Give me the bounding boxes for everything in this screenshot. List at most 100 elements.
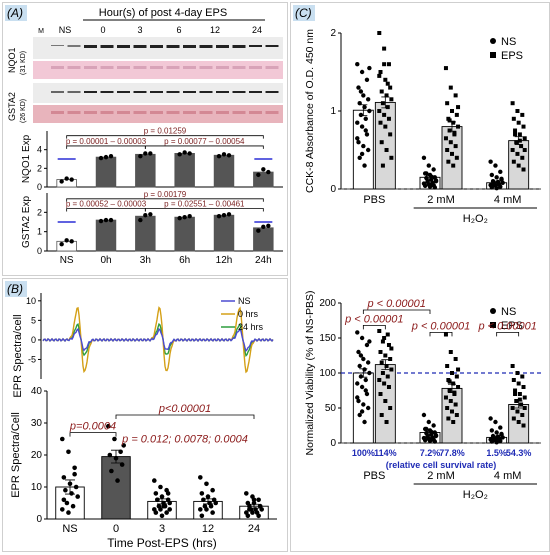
data-point-eps <box>378 70 383 74</box>
blot-band <box>249 45 262 47</box>
data-point <box>153 510 159 515</box>
bar <box>441 126 463 190</box>
y-axis-label: GSTA2 Exp <box>21 196 32 248</box>
significance-label: p = 0.012; 0.0078; 0.0004 <box>121 433 248 445</box>
data-point-eps <box>521 167 526 172</box>
ponceau-band <box>150 111 163 114</box>
y-tick-label: 150 <box>319 333 336 344</box>
data-point-eps <box>382 112 387 117</box>
data-point-eps <box>510 406 515 410</box>
data-point-eps <box>511 416 516 421</box>
ponceau-band <box>67 66 81 69</box>
bar <box>174 216 195 252</box>
significance-bracket <box>144 208 264 212</box>
y-tick-label: 0 <box>37 246 42 256</box>
data-point-eps <box>378 350 383 354</box>
data-point-eps <box>516 420 521 424</box>
data-point-eps <box>520 413 525 417</box>
data-point <box>182 214 187 220</box>
data-point <box>108 217 114 223</box>
significance-bracket <box>66 208 146 212</box>
data-point <box>159 513 165 519</box>
data-point-ns <box>429 429 434 434</box>
data-point-ns <box>357 363 362 369</box>
data-point-ns <box>355 136 360 141</box>
data-point <box>198 507 203 512</box>
data-point-eps <box>516 381 521 386</box>
data-point-eps <box>384 148 389 152</box>
y-tick-label: 4 <box>37 145 42 155</box>
data-point-ns <box>489 172 495 178</box>
x-tick-label: PBS <box>363 470 385 482</box>
data-point <box>165 491 171 496</box>
data-point-eps <box>445 148 450 152</box>
data-point-ns <box>421 155 427 160</box>
data-point-eps <box>513 388 518 393</box>
y-tick-label: 2 <box>37 207 42 217</box>
cck8-chart: 0 1 2 CCK-8 Absorbance of O.D. 450 nm PBS 2 m… <box>304 28 541 225</box>
data-point <box>247 507 252 512</box>
panel-a-header: Hour(s) of post 4-day EPS <box>99 7 227 19</box>
significance-label: p<0.00001 <box>158 403 211 415</box>
data-point-ns <box>365 405 371 411</box>
data-point-eps <box>510 101 515 106</box>
data-point <box>244 491 249 496</box>
data-point <box>216 154 222 159</box>
data-point-ns <box>361 143 366 149</box>
data-point <box>108 154 114 159</box>
data-point-ns <box>488 416 493 421</box>
data-point <box>216 214 222 219</box>
data-point-eps <box>517 138 522 143</box>
data-point-eps <box>510 364 515 368</box>
data-point-ns <box>424 171 429 176</box>
data-point <box>113 455 119 461</box>
nqo1-blot-name: NQO1 <box>7 47 17 73</box>
data-point-ns <box>357 155 362 160</box>
data-point-eps <box>389 367 394 372</box>
y-tick-label: 2 <box>330 28 336 39</box>
y-axis-label: EPR Spectra/Cell <box>10 412 22 498</box>
data-point-ns <box>356 398 361 404</box>
data-point-ns <box>358 112 364 118</box>
data-point <box>72 471 77 477</box>
data-point-ns <box>362 163 367 168</box>
data-point-ns <box>494 440 499 445</box>
data-point <box>204 507 209 512</box>
data-point-eps <box>456 124 461 129</box>
bar <box>56 240 77 252</box>
data-point-eps <box>452 390 457 395</box>
data-point-ns <box>498 425 503 430</box>
ponceau-band <box>117 66 130 69</box>
data-point <box>143 151 148 156</box>
data-point-ns <box>364 342 370 348</box>
significance-label: p = 0.00179 <box>144 190 187 199</box>
x-tick-label: 2 mM <box>427 194 455 206</box>
data-point <box>226 212 232 217</box>
ponceau-band <box>100 111 114 114</box>
y-axis-label: CCK-8 Absorbance of O.D. 450 nm <box>304 29 316 193</box>
data-point-ns <box>362 419 367 425</box>
data-point-eps <box>384 420 389 424</box>
data-point-eps <box>383 353 388 358</box>
blot-band <box>117 45 130 48</box>
data-point-ns <box>422 183 428 189</box>
x-axis-label: Time Post-EPS (hrs) <box>107 536 217 550</box>
significance-label: p < 0.00001 <box>366 298 425 310</box>
data-point-ns <box>493 419 498 425</box>
blot-band <box>166 91 180 93</box>
data-point <box>69 177 74 182</box>
data-point <box>61 475 67 480</box>
data-point <box>221 213 227 218</box>
data-point-eps <box>445 364 450 368</box>
panel-a: (A) Hour(s) of post 4-day EPS M NS 0 3 6 12 24… <box>2 2 288 276</box>
data-point-ns <box>488 159 493 164</box>
data-point-ns <box>362 104 367 110</box>
significance-bracket <box>66 145 146 149</box>
data-point-ns <box>359 69 365 75</box>
y-tick-label: 1 <box>37 227 42 237</box>
data-point-eps <box>389 346 394 351</box>
data-point-ns <box>426 163 431 168</box>
bar-value-label: 1.5% <box>486 448 507 458</box>
